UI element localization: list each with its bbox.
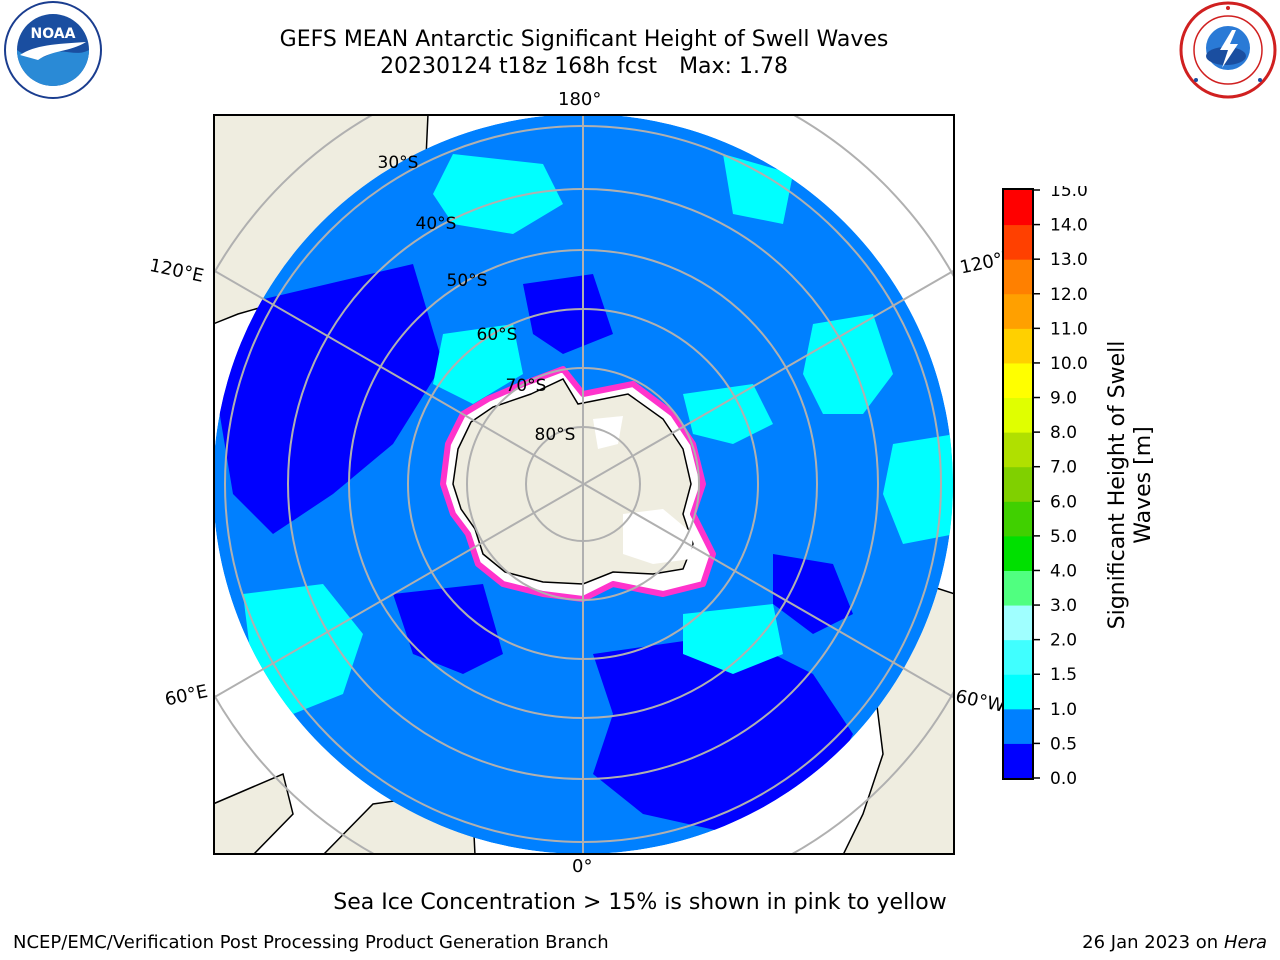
colorbar-tick-label: 8.0 bbox=[1050, 423, 1077, 443]
colorbar-title: Significant Height of Swell Waves [m] bbox=[1105, 341, 1156, 630]
colorbar-tick-label: 11.0 bbox=[1050, 319, 1088, 339]
colorbar-band bbox=[1004, 674, 1032, 710]
lat-label-30s: 30°S bbox=[378, 153, 419, 173]
colorbar-band bbox=[1004, 224, 1032, 260]
noaa-logo: NOAA bbox=[4, 1, 102, 99]
chart-subtitle: 20230124 t18z 168h fcst Max: 1.78 bbox=[184, 54, 984, 80]
colorbar-title-line2: Waves [m] bbox=[1131, 426, 1156, 543]
graticule bbox=[213, 114, 955, 855]
lon-label-60w: 60°W bbox=[953, 686, 1007, 717]
antarctica bbox=[440, 366, 716, 602]
max-value: Max: 1.78 bbox=[679, 54, 788, 79]
colorbar: 0.0 0.5 1.0 1.5 2.0 3.0 4.0 5.0 6.0 7.0 8.0 9.0 10.0… bbox=[1002, 186, 1088, 786]
lon-label-60e: 60°E bbox=[163, 681, 210, 711]
colorbar-ticks: 0.0 0.5 1.0 1.5 2.0 3.0 4.0 5.0 6.0 7.0 8.0 9.0 10.0… bbox=[1033, 186, 1088, 786]
colorbar-band bbox=[1004, 501, 1032, 537]
colorbar-band bbox=[1004, 605, 1032, 641]
colorbar-band bbox=[1004, 397, 1032, 433]
colorbar-band bbox=[1004, 432, 1032, 468]
colorbar-band bbox=[1004, 639, 1032, 675]
colorbar-tick-label: 0.5 bbox=[1050, 734, 1077, 754]
lon-label-180: 180° bbox=[558, 89, 602, 110]
colorbar-title-line1: Significant Height of Swell bbox=[1105, 341, 1130, 630]
colorbar-tick-label: 12.0 bbox=[1050, 285, 1088, 305]
colorbar-tick-label: 3.0 bbox=[1050, 596, 1077, 616]
colorbar-tick-label: 14.0 bbox=[1050, 216, 1088, 236]
colorbar-tick-label: 13.0 bbox=[1050, 250, 1088, 270]
colorbar-band bbox=[1004, 190, 1032, 226]
chart-title: GEFS MEAN Antarctic Significant Height o… bbox=[279, 27, 889, 52]
footer-date: 26 Jan 2023 on Hera bbox=[1082, 932, 1267, 953]
colorbar-tick-label: 1.5 bbox=[1050, 665, 1077, 685]
lat-label-50s: 50°S bbox=[447, 271, 488, 291]
swell-field bbox=[213, 114, 953, 854]
colorbar-band bbox=[1004, 259, 1032, 295]
lon-label-0: 0° bbox=[572, 856, 593, 877]
footer-date-text: 26 Jan 2023 on bbox=[1082, 932, 1219, 953]
colorbar-tick-label: 5.0 bbox=[1050, 527, 1077, 547]
colorbar-tick-label: 2.0 bbox=[1050, 631, 1077, 651]
colorbar-tick-label: 6.0 bbox=[1050, 492, 1077, 512]
footer-host: Hera bbox=[1223, 932, 1267, 953]
lat-label-80s: 80°S bbox=[535, 425, 576, 445]
colorbar-band bbox=[1004, 293, 1032, 329]
colorbar-tick-label: 1.0 bbox=[1050, 700, 1077, 720]
colorbar-band bbox=[1004, 535, 1032, 571]
colorbar-tick-label: 0.0 bbox=[1050, 769, 1077, 786]
colorbar-tick-label: 10.0 bbox=[1050, 354, 1088, 374]
colorbar-band bbox=[1004, 328, 1032, 364]
antarctic-map: 30°S 40°S 50°S 60°S 70°S 80°S bbox=[213, 114, 955, 855]
lat-label-40s: 40°S bbox=[416, 214, 457, 234]
colorbar-tick-label: 7.0 bbox=[1050, 458, 1077, 478]
noaa-logo-text: NOAA bbox=[31, 26, 76, 42]
colorbar-tick-label: 15.0 bbox=[1050, 186, 1088, 201]
national-weather-service-logo bbox=[1179, 1, 1277, 99]
colorbar-band bbox=[1004, 466, 1032, 502]
lat-label-60s: 60°S bbox=[477, 325, 518, 345]
lon-label-120e: 120°E bbox=[147, 255, 206, 287]
forecast-run: 20230124 t18z 168h fcst bbox=[380, 54, 658, 79]
colorbar-band bbox=[1004, 362, 1032, 399]
colorbar-band bbox=[1004, 743, 1032, 779]
lat-label-70s: 70°S bbox=[506, 376, 547, 396]
colorbar-band bbox=[1004, 570, 1032, 606]
footer-credit: NCEP/EMC/Verification Post Processing Pr… bbox=[13, 932, 609, 953]
sea-ice-note: Sea Ice Concentration > 15% is shown in … bbox=[333, 890, 947, 915]
colorbar-band bbox=[1004, 708, 1032, 744]
colorbar-tick-label: 4.0 bbox=[1050, 561, 1077, 581]
colorbar-bands bbox=[1004, 190, 1032, 779]
colorbar-tick-label: 9.0 bbox=[1050, 389, 1077, 409]
